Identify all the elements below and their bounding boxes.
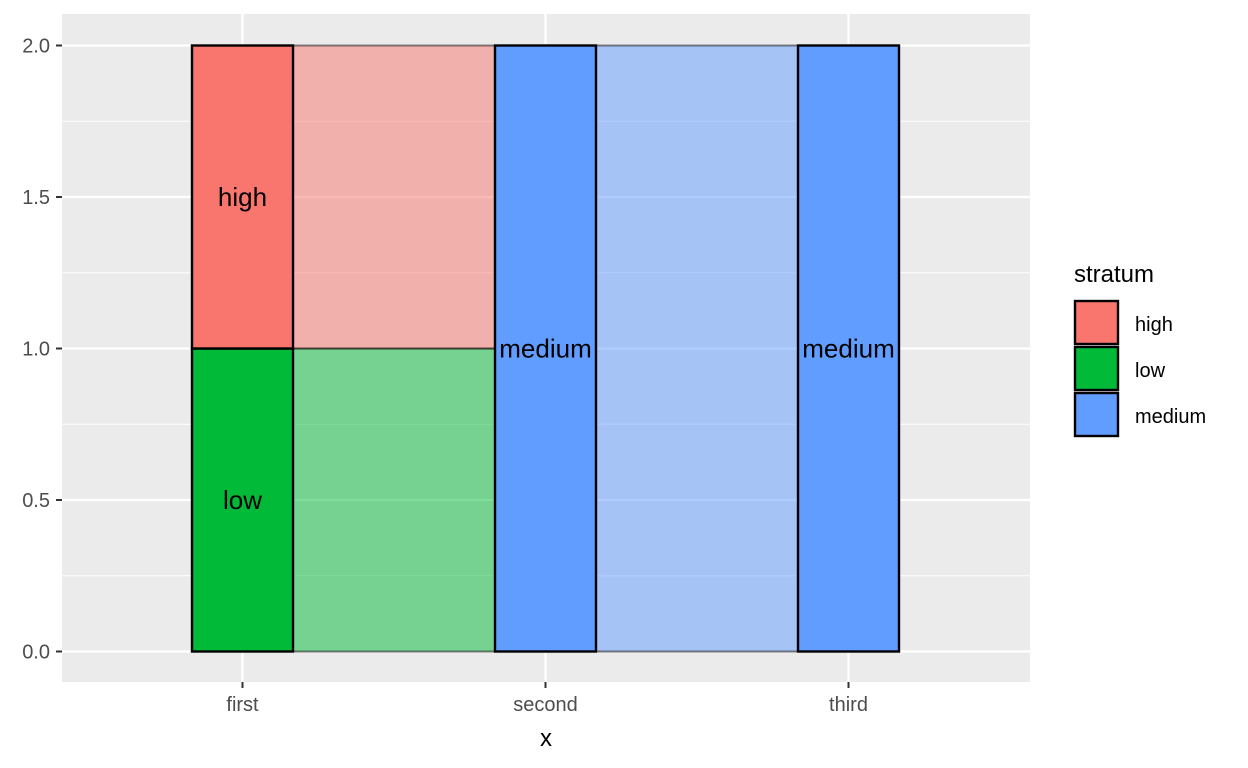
flow-second-third-medium	[595, 44, 799, 653]
legend-key-low	[1073, 345, 1120, 392]
x-axis: first second third	[226, 682, 868, 716]
legend-key-high	[1073, 299, 1120, 346]
x-tick-label-second: second	[513, 694, 578, 716]
y-tick-label: 0.0	[22, 642, 50, 664]
flow-first-second-high	[292, 44, 496, 350]
legend-label-medium: medium	[1135, 406, 1206, 428]
x-tick-label-first: first	[226, 694, 259, 716]
legend-label-high: high	[1135, 314, 1173, 336]
legend-items: high low medium	[1073, 299, 1206, 438]
legend-key-medium	[1073, 391, 1120, 438]
y-axis: 0.0 0.5 1.0 1.5 2.0	[22, 36, 62, 664]
stratum-third-medium	[796, 44, 901, 653]
y-tick-label: 0.5	[22, 490, 50, 512]
y-tick-label: 2.0	[22, 36, 50, 58]
stratum-second-medium	[493, 44, 598, 653]
x-tick-label-third: third	[829, 694, 868, 716]
x-axis-title: x	[540, 725, 552, 752]
flow-first-second-low	[292, 347, 496, 653]
y-tick-label: 1.0	[22, 339, 50, 361]
stratum-label-first-high: high	[218, 182, 267, 212]
legend: stratum high low medium	[1073, 261, 1206, 438]
stratum-label-second-medium: medium	[499, 334, 591, 364]
stratum-labels: low high medium medium	[218, 182, 895, 515]
stratum-first-low	[190, 347, 295, 653]
stratum-first-high	[190, 44, 295, 350]
legend-label-low: low	[1135, 360, 1166, 382]
stratum-label-first-low: low	[223, 485, 262, 515]
legend-title: stratum	[1074, 261, 1154, 288]
stratum-label-third-medium: medium	[802, 334, 894, 364]
strata	[190, 44, 901, 653]
y-tick-label: 1.5	[22, 187, 50, 209]
